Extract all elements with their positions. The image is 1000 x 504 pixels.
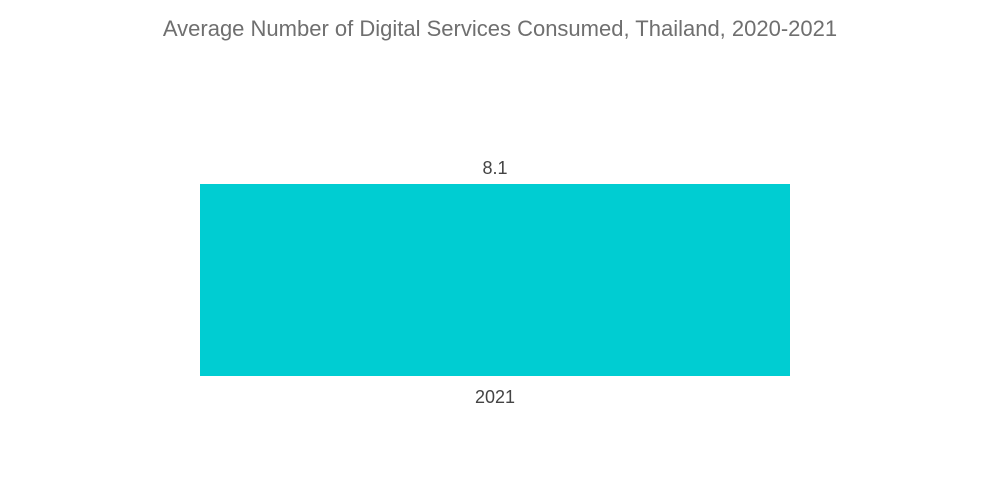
x-tick-label-2021: 2021	[475, 387, 515, 407]
data-label-2021: 8.1	[482, 158, 507, 178]
chart-title: Average Number of Digital Services Consu…	[162, 16, 838, 41]
bars-group	[200, 184, 790, 376]
x-tick-labels-group: 2021	[475, 387, 515, 407]
data-labels-group: 8.1	[482, 158, 507, 178]
bar-2021	[200, 184, 790, 376]
